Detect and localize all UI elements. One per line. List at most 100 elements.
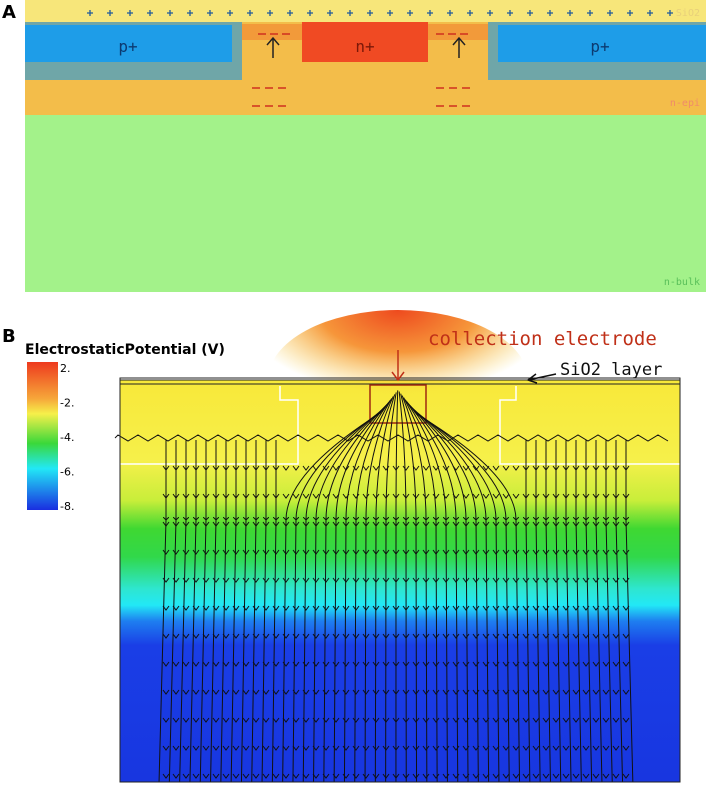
field-arrow — [392, 717, 400, 723]
field-arrow — [552, 605, 560, 611]
field-arrow — [302, 549, 310, 555]
field-arrow — [612, 717, 620, 723]
field-arrow — [492, 493, 500, 499]
field-arrow — [172, 717, 180, 723]
field-arrow — [462, 493, 470, 499]
oxide-arrow — [526, 373, 557, 384]
plus-charge — [507, 10, 513, 16]
field-arrow — [572, 493, 580, 499]
colorbar-tick-label: -8. — [60, 500, 74, 513]
field-arrow — [562, 717, 570, 723]
n-plus-region — [302, 22, 428, 62]
field-arrow — [332, 521, 340, 527]
field-arrow — [222, 689, 230, 695]
field-arrow — [392, 521, 400, 527]
field-arrow — [332, 465, 340, 471]
field-arrow — [412, 493, 420, 499]
field-arrow — [452, 745, 460, 751]
field-arrow — [262, 577, 270, 583]
field-arrow — [362, 689, 370, 695]
field-line — [199, 440, 206, 783]
field-arrow — [502, 633, 510, 639]
field-arrow — [232, 493, 240, 499]
field-line — [400, 393, 417, 783]
field-arrow — [232, 605, 240, 611]
field-arrow — [272, 717, 280, 723]
field-arrow — [492, 717, 500, 723]
field-arrow — [612, 773, 620, 779]
field-arrow — [432, 493, 440, 499]
field-arrow — [622, 773, 630, 779]
field-arrow — [312, 521, 320, 527]
field-arrow — [392, 605, 400, 611]
field-arrow — [342, 549, 350, 555]
field-arrow — [182, 549, 190, 555]
field-arrow — [582, 577, 590, 583]
field-arrow — [172, 773, 180, 779]
field-arrow — [362, 717, 370, 723]
field-arrow — [482, 633, 490, 639]
field-arrow — [392, 493, 400, 499]
field-arrow — [292, 577, 300, 583]
field-arrow — [242, 577, 250, 583]
field-arrow — [312, 493, 320, 499]
plus-charge — [667, 10, 673, 16]
field-arrow — [582, 689, 590, 695]
field-line — [556, 440, 562, 783]
field-arrow — [302, 717, 310, 723]
field-arrow — [392, 465, 400, 471]
field-arrow — [622, 577, 630, 583]
field-arrow — [502, 773, 510, 779]
field-arrow — [202, 689, 210, 695]
sio2-region — [25, 0, 706, 22]
field-arrow — [542, 605, 550, 611]
field-arrow — [292, 633, 300, 639]
field-line — [526, 440, 531, 783]
field-arrow — [432, 773, 440, 779]
field-arrow — [582, 549, 590, 555]
field-arrow — [222, 577, 230, 583]
field-arrow — [462, 717, 470, 723]
field-arrow — [212, 773, 220, 779]
field-arrow — [432, 717, 440, 723]
field-arrow — [302, 465, 310, 471]
plus-charge — [627, 10, 633, 16]
field-arrow — [392, 577, 400, 583]
field-arrow — [412, 773, 420, 779]
field-arrow — [312, 549, 320, 555]
depletion-left — [242, 24, 302, 40]
field-arrow — [612, 521, 620, 527]
field-arrow — [452, 493, 460, 499]
field-arrow — [202, 521, 210, 527]
junction-contour — [120, 386, 680, 465]
field-line — [616, 439, 624, 783]
field-line — [606, 440, 613, 783]
field-arrow — [582, 773, 590, 779]
field-arrow — [412, 521, 420, 527]
field-arrow — [552, 577, 560, 583]
field-arrow — [602, 577, 610, 583]
field-arrow — [572, 633, 580, 639]
field-arrow — [322, 661, 330, 667]
field-line — [334, 402, 390, 783]
field-line — [586, 439, 593, 783]
field-arrow — [522, 745, 530, 751]
field-arrow — [192, 773, 200, 779]
field-arrow — [182, 493, 190, 499]
field-arrow — [412, 605, 420, 611]
field-arrow — [622, 689, 630, 695]
electrode-arrow — [391, 350, 405, 382]
field-arrow — [522, 605, 530, 611]
field-arrow — [472, 633, 480, 639]
field-line — [344, 400, 391, 783]
field-arrow — [592, 549, 600, 555]
field-arrow — [322, 493, 330, 499]
field-arrow — [332, 689, 340, 695]
field-line — [261, 440, 266, 783]
field-line — [179, 440, 186, 783]
field-arrow — [462, 549, 470, 555]
field-arrow — [412, 661, 420, 667]
field-arrow — [262, 773, 270, 779]
field-arrow — [362, 605, 370, 611]
field-arrow — [562, 465, 570, 471]
